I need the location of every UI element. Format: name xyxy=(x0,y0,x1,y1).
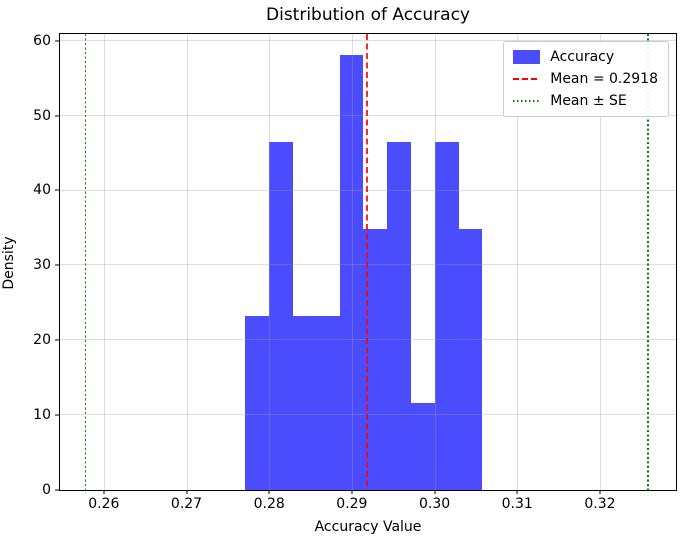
x-tick xyxy=(351,490,353,494)
x-axis-label: Accuracy Value xyxy=(314,519,422,535)
histogram-bar xyxy=(434,141,459,490)
x-gridline xyxy=(186,34,188,490)
chart-title: Distribution of Accuracy xyxy=(266,5,470,25)
x-tick-label: 0.28 xyxy=(253,496,285,512)
y-gridline xyxy=(60,414,676,416)
x-gridline xyxy=(103,34,105,490)
x-gridline xyxy=(269,34,271,490)
legend-item-mean: Mean = 0.2918 xyxy=(513,71,658,87)
legend-label: Mean = 0.2918 xyxy=(550,71,658,87)
x-tick-label: 0.29 xyxy=(336,496,368,512)
y-tick-label: 40 xyxy=(33,182,51,199)
x-tick xyxy=(599,490,601,494)
legend-label: Mean ± SE xyxy=(550,93,627,109)
legend-swatch-dashed-line-icon xyxy=(513,78,541,80)
histogram-bar xyxy=(410,402,435,490)
y-tick xyxy=(55,189,59,191)
y-axis-label: Density xyxy=(1,236,17,290)
y-gridline xyxy=(60,39,676,41)
x-tick-label: 0.32 xyxy=(584,496,616,512)
histogram-bar xyxy=(293,315,317,490)
mean-plus-se-line xyxy=(647,34,649,490)
histogram-bar xyxy=(387,141,411,490)
y-gridline xyxy=(60,264,676,266)
y-tick xyxy=(55,339,59,341)
y-tick xyxy=(55,414,59,416)
y-gridline xyxy=(60,114,676,116)
histogram-bar xyxy=(340,54,364,490)
legend-item-mean-se: Mean ± SE xyxy=(513,93,658,109)
x-gridline xyxy=(351,34,353,490)
histogram-bar xyxy=(245,315,270,490)
y-tick xyxy=(55,489,59,491)
y-gridline xyxy=(60,189,676,191)
y-tick-label: 60 xyxy=(33,32,51,49)
x-tick-label: 0.26 xyxy=(88,496,120,512)
legend-item-accuracy: Accuracy xyxy=(513,49,658,65)
x-gridline xyxy=(599,34,601,490)
histogram-bar xyxy=(458,228,482,490)
x-tick xyxy=(434,490,436,494)
y-tick-label: 20 xyxy=(33,332,51,349)
y-tick xyxy=(55,264,59,266)
mean-line xyxy=(365,34,368,490)
plot-area: Accuracy Mean = 0.2918 Mean ± SE 0.26 0.2… xyxy=(33,33,677,512)
x-gridline xyxy=(517,34,519,490)
histogram-bar xyxy=(316,315,341,490)
y-tick xyxy=(55,40,59,42)
y-tick-label: 50 xyxy=(33,107,51,124)
x-tick-label: 0.31 xyxy=(501,496,533,512)
x-tick-label: 0.30 xyxy=(418,496,451,512)
legend-swatch-patch-icon xyxy=(513,50,541,64)
y-tick-label: 30 xyxy=(33,257,51,274)
y-gridline xyxy=(60,339,676,341)
x-gridline xyxy=(434,34,436,490)
y-tick-label: 10 xyxy=(33,407,51,424)
x-tick xyxy=(268,490,270,494)
legend: Accuracy Mean = 0.2918 Mean ± SE xyxy=(503,41,669,117)
mean-minus-se-line xyxy=(84,34,87,490)
x-tick-label: 0.27 xyxy=(170,496,203,512)
histogram-bar xyxy=(363,228,388,490)
y-tick-label: 0 xyxy=(42,482,51,498)
x-tick xyxy=(103,490,105,494)
legend-swatch-dotted-line-icon xyxy=(513,100,541,102)
legend-label: Accuracy xyxy=(550,49,615,65)
x-tick xyxy=(516,490,518,494)
histogram-bar xyxy=(269,141,294,490)
x-tick xyxy=(186,490,187,494)
y-tick xyxy=(55,115,59,117)
